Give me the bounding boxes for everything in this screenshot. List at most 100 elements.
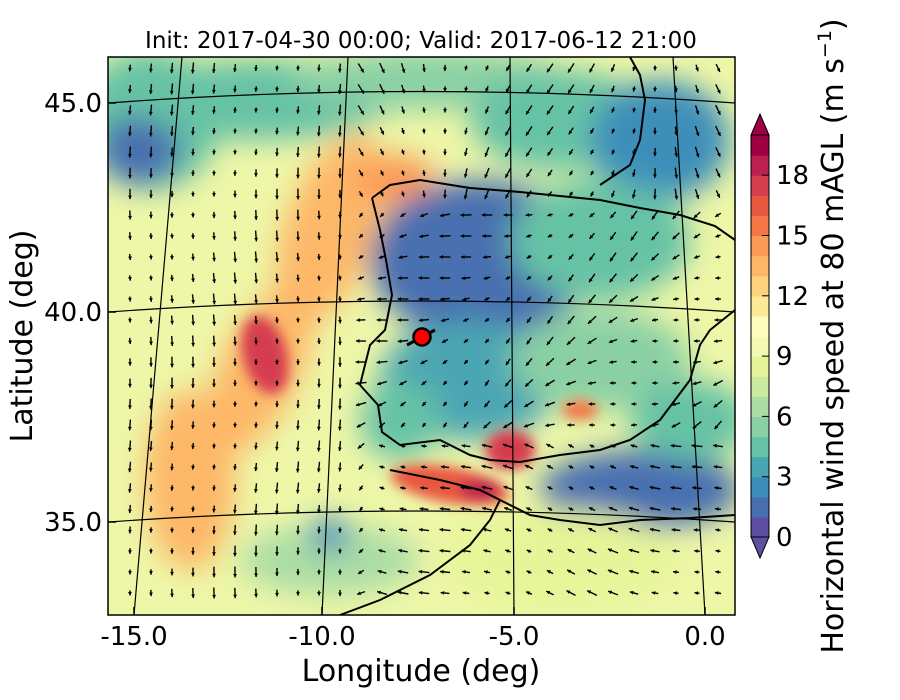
wind-arrow [296,85,300,93]
wind-arrow [526,296,532,302]
wind-arrow [191,442,195,450]
wind-arrow [610,444,616,449]
wind-arrow [631,360,637,364]
graticule [108,57,735,615]
wind-arrow [484,167,490,179]
wind-arrow [358,212,364,218]
coastline-africa-west [339,469,502,615]
wind-arrow [505,317,511,323]
wind-arrow [378,528,386,532]
wind-arrow [418,297,430,301]
colorbar-band [751,275,769,297]
wind-arrow [670,485,682,490]
wind-arrow [191,526,195,534]
wind-arrow [399,380,407,386]
wind-arrow [275,65,279,71]
wind-arrow [547,212,553,217]
wind-arrow [691,443,703,448]
wind-arrow [397,297,409,301]
wind-arrow [296,568,300,576]
wind-arrow [355,381,367,386]
wind-arrow [544,401,556,407]
wind-arrow [502,443,514,449]
wind-arrow [400,486,406,490]
wind-arrow [547,169,553,177]
wind-arrow [567,443,575,449]
wind-arrow [128,398,132,410]
wind-arrow [275,107,279,113]
wind-arrow [275,127,279,135]
wind-arrow [504,255,512,259]
wind-arrow [400,191,405,197]
wind-arrow [651,210,659,220]
wind-arrow [673,339,679,343]
wind-arrow [358,527,364,533]
wind-arrow [653,147,657,157]
wind-arrow [460,506,472,511]
coastline-north-iberia [371,178,735,241]
wind-arrow [254,588,258,598]
wind-arrow [715,63,721,73]
colorbar-band [751,336,769,357]
wind-arrow [673,591,679,595]
wind-arrow [233,401,237,407]
wind-arrow [715,104,721,116]
wind-arrow [463,401,469,407]
wind-arrow [610,423,616,427]
wind-arrow [504,379,512,387]
wind-arrow [338,505,342,513]
wind-arrow [254,483,258,493]
wind-arrow [629,569,639,574]
wind-arrow [672,276,680,280]
wind-arrow [649,506,661,511]
wind-arrow [609,273,617,283]
wind-arrow [504,146,512,158]
wind-arrow [525,105,533,115]
colorbar-band [751,215,769,237]
wind-arrow [254,462,258,472]
wind-arrow [672,381,680,385]
wind-arrow [694,318,700,322]
wind-arrow [461,548,471,553]
wind-arrow [378,422,386,428]
wind-arrow [483,421,491,429]
wind-arrow [338,357,342,367]
wind-arrow [463,421,469,429]
wind-arrow [296,167,300,179]
wind-arrow [275,441,279,451]
wind-arrow [713,399,723,409]
wind-arrow [715,528,721,532]
wind-arrow [233,504,237,514]
wind-arrow [317,275,321,281]
wind-arrow [715,276,721,280]
wind-arrow [653,127,657,135]
wind-arrow [170,356,174,368]
wind-arrow [503,213,513,217]
wind-arrow [128,526,132,534]
wind-arrow [128,317,132,323]
wind-arrow [461,444,471,448]
wind-arrow [503,507,513,511]
wind-arrow [443,86,447,92]
wind-arrow [149,63,153,73]
wind-arrow [422,149,426,155]
wind-arrow [149,336,153,346]
wind-arrow [546,63,554,73]
wind-arrow [149,316,153,324]
wind-arrow [504,126,512,136]
wind-arrow [399,234,407,238]
wind-arrow [254,64,258,72]
wind-arrow [191,567,195,577]
wind-arrow [338,168,342,178]
wind-arrow [254,251,259,263]
wind-arrow [463,338,469,344]
wind-arrow [546,84,554,94]
wind-arrow [674,85,678,93]
colorbar-frame [750,134,770,538]
colorbar-tick-label: 0 [776,523,793,553]
wind-arrow [505,358,511,366]
wind-arrow [464,147,468,157]
wind-arrow [484,188,490,200]
wind-arrow [212,505,216,513]
wind-arrow [378,549,386,553]
